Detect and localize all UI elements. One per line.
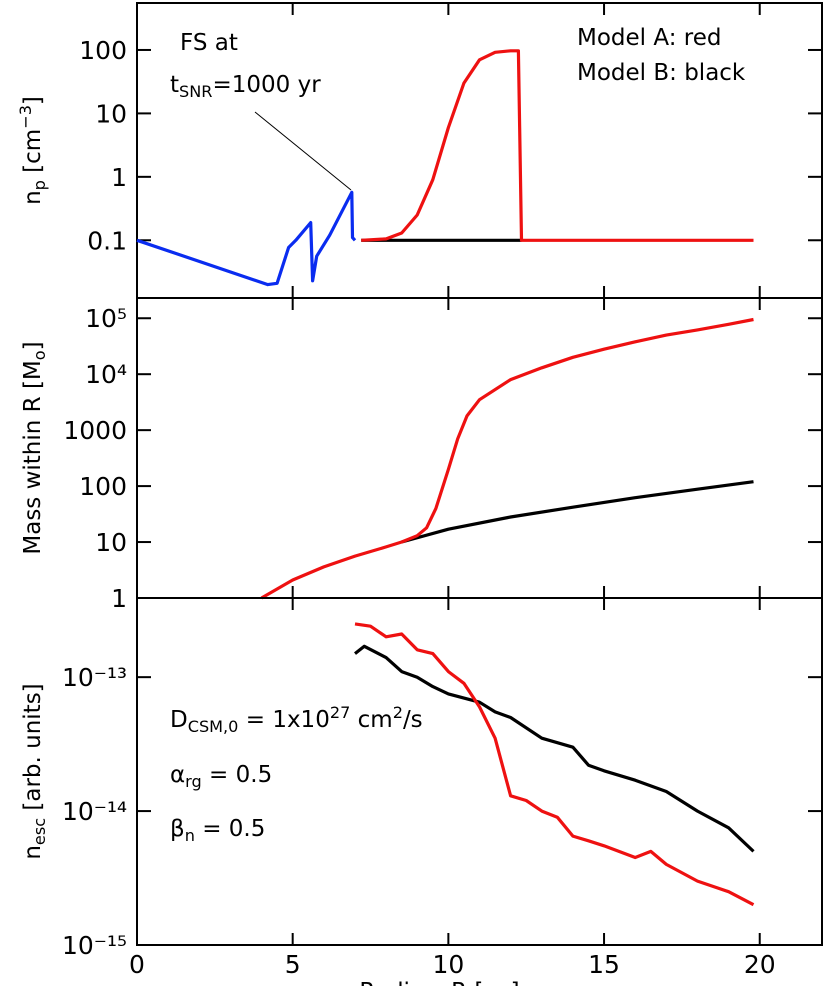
text-segment: t — [170, 72, 179, 98]
text-segment: p — [30, 180, 49, 190]
text-segment: = 0.5 — [195, 816, 265, 842]
x-tick-label: 10 — [432, 950, 464, 979]
text-segment: 27 — [330, 703, 350, 722]
text-segment: −3 — [16, 105, 35, 129]
y-tick-label: 10⁵ — [85, 304, 127, 333]
text-segment: Model B: black — [577, 60, 746, 86]
y-tick-label: 10⁴ — [85, 360, 127, 389]
y-tick-label: 100 — [79, 36, 127, 65]
plot-frame — [136, 297, 823, 599]
text-segment: n — [185, 826, 195, 845]
series-line — [136, 190, 357, 287]
y-tick-label: 10⁻¹⁴ — [62, 797, 127, 826]
x-axis-label: Radius, R [pc] — [359, 979, 519, 986]
text-segment: n — [20, 845, 46, 860]
text-segment: [cm — [20, 129, 46, 180]
y-tick-label: 1 — [111, 584, 127, 613]
text-segment: o — [30, 350, 49, 360]
text-segment: [arb. units] — [20, 683, 46, 818]
text-segment: cm — [350, 707, 392, 733]
text-segment: β — [170, 816, 185, 842]
y-tick-label: 10⁻¹³ — [62, 663, 127, 692]
text-segment: = 1x10 — [238, 707, 329, 733]
x-tick-label: 5 — [285, 950, 301, 979]
y-tick-label: 1 — [111, 163, 127, 192]
y-tick-label: 1000 — [63, 416, 127, 445]
annotation-pointer — [254, 111, 352, 191]
annotation: αrg = 0.5 — [170, 762, 272, 791]
annotation: βn = 0.5 — [170, 816, 265, 845]
annotation: tSNR=1000 yr — [170, 72, 321, 101]
text-segment: ] — [20, 341, 46, 350]
annotation: Model A: red — [577, 25, 721, 51]
y-tick-label: 10⁻¹⁵ — [62, 931, 127, 960]
y-axis-label: Mass within R [Mo] — [20, 341, 49, 554]
text-segment: rg — [185, 772, 202, 791]
text-segment: =1000 yr — [212, 72, 321, 98]
text-segment: 2 — [393, 703, 403, 722]
text-segment: ] — [20, 96, 46, 105]
text-segment: FS at — [180, 30, 238, 56]
y-tick-label: 10 — [95, 99, 127, 128]
annotation: Model B: black — [577, 60, 746, 86]
y-axis-label: nesc [arb. units] — [20, 683, 49, 859]
text-segment: Model A: red — [577, 25, 721, 51]
x-tick-label: 20 — [744, 950, 776, 979]
text-segment: Mass within R [M — [20, 360, 46, 554]
annotation: FS at — [180, 30, 238, 56]
series-line — [361, 49, 754, 242]
x-tick-label: 0 — [129, 950, 145, 979]
text-segment: α — [170, 762, 185, 788]
text-segment: D — [170, 707, 188, 733]
text-segment: n — [20, 190, 46, 205]
text-segment: SNR — [179, 82, 212, 101]
x-tick-label: 15 — [588, 950, 620, 979]
plot-frame — [136, 597, 823, 946]
y-tick-label: 10 — [95, 528, 127, 557]
series-line — [354, 622, 755, 907]
series-line — [354, 644, 755, 853]
y-tick-label: 0.1 — [87, 226, 127, 255]
y-tick-label: 100 — [79, 472, 127, 501]
text-segment: /s — [403, 707, 423, 733]
text-segment: esc — [30, 818, 49, 845]
text-segment: = 0.5 — [202, 762, 272, 788]
series-line — [260, 317, 754, 600]
y-axis-label: np [cm−3] — [16, 96, 49, 205]
annotation: DCSM,0 = 1x1027 cm2/s — [170, 703, 423, 736]
series-line — [401, 480, 754, 544]
text-segment: CSM,0 — [188, 717, 239, 736]
